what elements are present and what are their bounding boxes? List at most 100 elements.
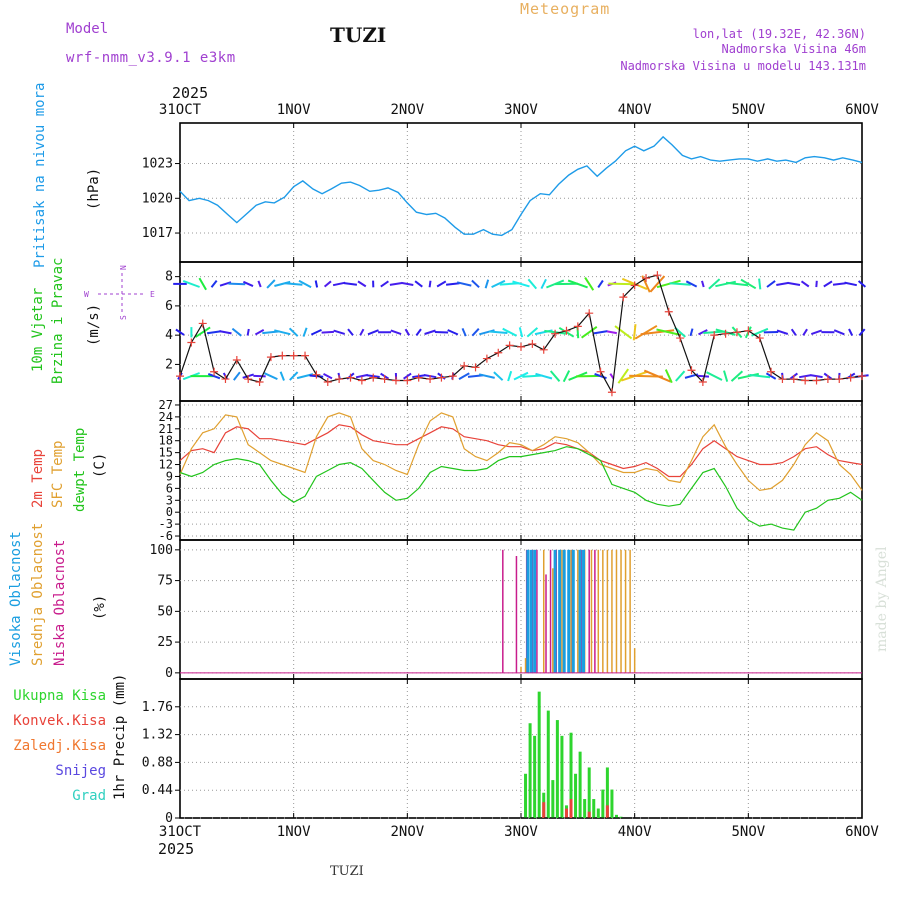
total-precip-bar bbox=[524, 773, 528, 818]
credit-text: made by Angel bbox=[874, 546, 890, 652]
wind-arrow bbox=[512, 280, 530, 288]
wind-arrow bbox=[471, 279, 480, 289]
wind-gust-marker bbox=[346, 373, 355, 382]
elevation-text: Nadmorska Visina 46m bbox=[722, 42, 867, 56]
wind-gust-marker bbox=[414, 373, 423, 382]
wind-arrow bbox=[606, 330, 617, 335]
lonlat-text: lon,lat (19.32E, 42.36N) bbox=[693, 27, 866, 41]
wind-arrow bbox=[614, 325, 633, 340]
y-tick-label: 4 bbox=[165, 328, 173, 343]
y-tick-label: 3 bbox=[166, 493, 173, 507]
y-tick-label: 6 bbox=[165, 299, 173, 314]
wind-gust-marker bbox=[653, 271, 662, 280]
wind-arrow bbox=[675, 370, 686, 382]
model-label: Model bbox=[66, 21, 108, 37]
wind-arrow bbox=[424, 329, 436, 335]
y-tick-label: 0 bbox=[165, 666, 173, 681]
p2-legend-unit: (m/s) bbox=[86, 304, 102, 346]
wind-arrow bbox=[484, 279, 490, 289]
compass-s: S bbox=[119, 315, 128, 320]
total-precip-bar bbox=[555, 720, 559, 818]
wind-gust-marker bbox=[323, 377, 332, 386]
wind-gust-marker bbox=[244, 375, 253, 384]
wind-gust-marker bbox=[778, 375, 787, 384]
conv-precip-bar bbox=[564, 808, 568, 818]
total-precip-bar bbox=[578, 751, 582, 818]
y-tick-label: -6 bbox=[159, 529, 173, 543]
wind-arrow bbox=[458, 372, 470, 380]
wind-arrow bbox=[332, 281, 346, 287]
wind-gust-marker bbox=[789, 375, 798, 384]
wind-arrow bbox=[347, 328, 354, 336]
conv-precip-bar bbox=[605, 805, 609, 818]
total-precip-bar bbox=[610, 789, 614, 818]
wind-arrow bbox=[609, 373, 615, 380]
p3-legend-label-a: 2m Temp bbox=[30, 449, 46, 508]
y-tick-label: 2 bbox=[165, 357, 173, 372]
wind-arrow bbox=[664, 369, 673, 384]
wind-arrow bbox=[685, 280, 698, 288]
wind-arrow bbox=[289, 371, 299, 381]
compass-n: N bbox=[119, 265, 128, 270]
wind-gust-marker bbox=[630, 281, 639, 290]
wind-gust-marker bbox=[176, 372, 184, 381]
wind-gust-marker bbox=[721, 329, 730, 338]
wind-gust-marker bbox=[642, 274, 651, 283]
wind-arrow bbox=[266, 279, 276, 289]
x-tick-label-bottom: 2NOV bbox=[390, 824, 424, 840]
wind-gust-marker bbox=[187, 338, 196, 347]
wind-arrow bbox=[535, 372, 553, 380]
wind-arrow bbox=[403, 372, 412, 380]
wind-arrow bbox=[640, 329, 675, 336]
wind-arrow bbox=[355, 373, 368, 379]
y-tick-label: 50 bbox=[157, 604, 173, 619]
wind-arrow bbox=[380, 280, 389, 288]
wind-arrow bbox=[848, 328, 854, 336]
conv-precip-bar bbox=[542, 802, 546, 818]
x-tick-label-bottom: 1NOV bbox=[277, 824, 311, 840]
wind-arrow bbox=[643, 369, 671, 383]
wind-arrow bbox=[279, 371, 285, 381]
wind-gust-marker bbox=[210, 367, 219, 376]
wind-arrow bbox=[242, 280, 254, 288]
total-precip-bar bbox=[596, 808, 600, 818]
total-precip-bar bbox=[533, 735, 537, 818]
wind-arrow bbox=[198, 277, 207, 291]
compass-w: W bbox=[84, 290, 89, 299]
wind-arrow bbox=[288, 327, 299, 337]
y-tick-label: 0 bbox=[165, 811, 173, 826]
wind-gust-marker bbox=[846, 373, 855, 382]
wind-gust-marker bbox=[698, 377, 707, 386]
wind-arrow bbox=[471, 328, 480, 337]
y-tick-label: 6 bbox=[166, 481, 173, 495]
p5-legend-snow: Snijeg bbox=[55, 763, 106, 779]
wind-gust-marker bbox=[835, 375, 844, 384]
p4-legend-label-a: Visoka Oblacnost bbox=[8, 531, 24, 666]
sfc-temp-line bbox=[179, 412, 863, 492]
total-precip-bar bbox=[551, 780, 555, 818]
wind-arrow bbox=[323, 373, 333, 380]
wind-gust-marker bbox=[687, 366, 696, 375]
p1-legend-unit: (hPa) bbox=[86, 168, 102, 210]
wind-gust-marker bbox=[369, 373, 378, 382]
wind-arrow bbox=[810, 374, 823, 379]
x-tick-label-bottom: 3NOV bbox=[504, 824, 538, 840]
total-precip-bar bbox=[537, 691, 541, 818]
wind-arrow bbox=[815, 280, 818, 288]
wind-arrow bbox=[696, 374, 710, 378]
wind-gust-marker bbox=[585, 309, 594, 318]
x-tick-label-top: 4NOV bbox=[618, 102, 652, 118]
wind-arrow bbox=[632, 324, 637, 341]
wind-arrow bbox=[390, 329, 402, 336]
wind-arrow bbox=[708, 278, 721, 290]
total-precip-bar bbox=[574, 773, 578, 818]
wind-gust-marker bbox=[255, 377, 264, 386]
wind-arrow bbox=[527, 278, 538, 290]
wind-arrow bbox=[502, 327, 517, 337]
p3-legend-unit: (C) bbox=[92, 453, 108, 478]
year-top: 2025 bbox=[172, 84, 208, 102]
wind-gust-marker bbox=[391, 376, 400, 385]
y-tick-label: -3 bbox=[159, 517, 173, 531]
wind-arrow bbox=[284, 282, 303, 286]
wind-arrow bbox=[206, 330, 222, 335]
